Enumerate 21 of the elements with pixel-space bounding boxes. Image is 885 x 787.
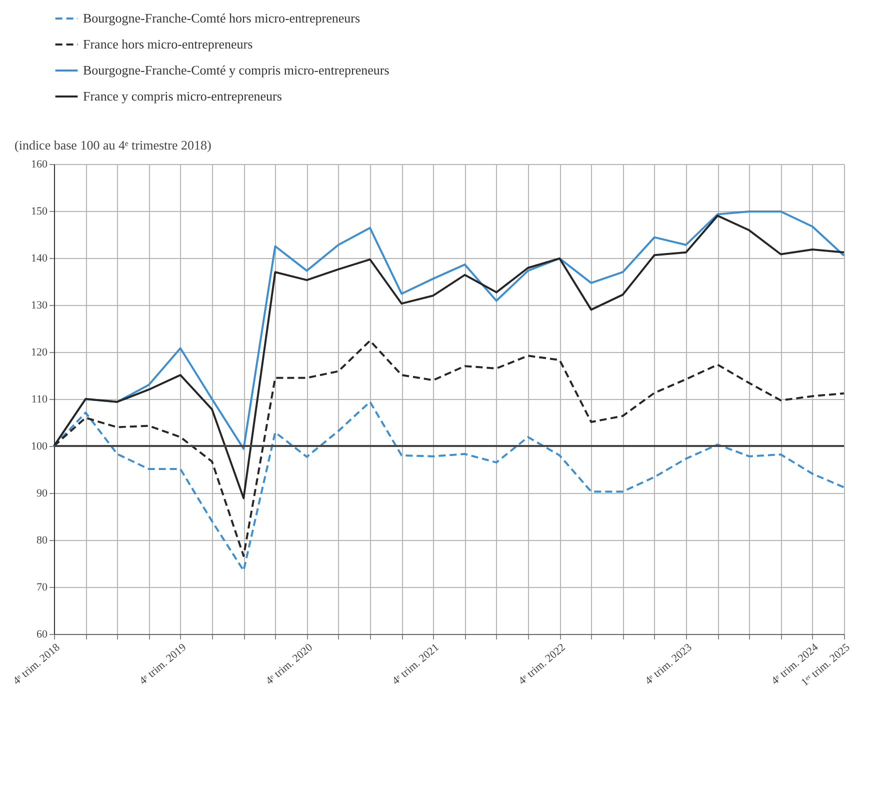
x-tick-label: 4ᵉ trim. 2021	[390, 642, 442, 688]
y-tick-label: 130	[31, 300, 48, 312]
y-tick-label: 100	[31, 440, 48, 452]
legend-label: France hors micro-entrepreneurs	[83, 36, 253, 52]
x-tick-label: 4ᵉ trim. 2022	[516, 642, 568, 688]
y-tick-label: 70	[36, 582, 48, 594]
legend-label: Bourgogne-Franche-Comté y compris micro-entrepreneurs	[83, 62, 390, 78]
y-tick-label: 150	[31, 206, 48, 218]
legend-label: Bourgogne-Franche-Comté hors micro-entrepreneurs	[83, 10, 360, 26]
x-tick-label: 4ᵉ trim. 2019	[137, 641, 189, 688]
y-tick-label: 120	[31, 346, 48, 358]
x-tick-label: 4ᵉ trim. 2020	[264, 641, 316, 688]
y-tick-label: 90	[36, 488, 48, 500]
y-tick-label: 160	[31, 158, 48, 170]
y-tick-label: 110	[31, 394, 48, 406]
y-axis-title: (indice base 100 au 4ᵉ trimestre 2018)	[14, 138, 212, 152]
y-tick-label: 60	[36, 628, 48, 640]
legend-label: France y compris micro-entrepreneurs	[83, 88, 282, 104]
y-tick-label: 140	[31, 252, 48, 264]
y-tick-label: 80	[36, 534, 48, 546]
x-tick-label: 4ᵉ trim. 2023	[642, 641, 695, 688]
